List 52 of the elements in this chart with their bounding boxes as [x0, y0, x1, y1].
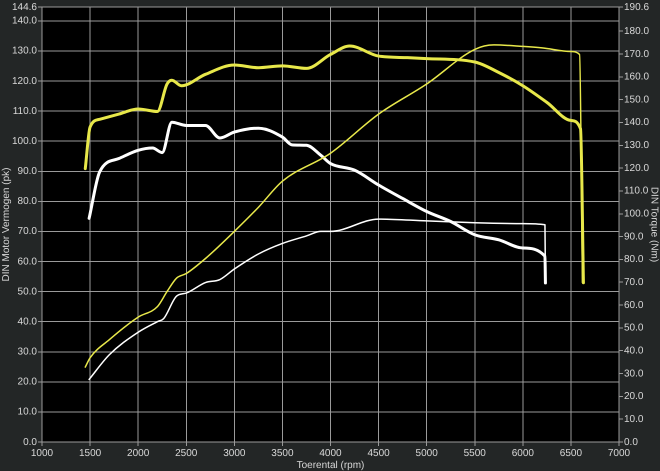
y-tick-label: 110.0 — [12, 106, 38, 117]
x-tick-label: 1000 — [30, 448, 54, 459]
x-tick-label: 4500 — [367, 448, 390, 459]
y-tick-label: 10.0 — [18, 406, 38, 418]
y-tick-label: 40.0 — [18, 316, 38, 328]
y2-tick-label: 30.0 — [624, 368, 644, 380]
y-tick-label: 30.0 — [18, 346, 38, 358]
x-tick-label: 6500 — [560, 448, 582, 459]
x-tick-label: 5500 — [464, 448, 486, 459]
y2-tick-label: 60.0 — [624, 300, 644, 311]
x-tick-label: 7000 — [608, 448, 631, 459]
y2-tick-label: 190.6 — [624, 2, 650, 13]
y2-tick-label: 130.0 — [624, 140, 650, 152]
y2-tick-label: 70.0 — [624, 276, 644, 288]
y-tick-label: 90.0 — [18, 166, 38, 178]
y-tick-label: 120.0 — [12, 76, 38, 87]
y2-tick-label: 100.0 — [624, 208, 650, 220]
y-tick-label: 70.0 — [18, 226, 38, 238]
y2-tick-label: 120.0 — [624, 162, 650, 174]
x-tick-label: 5000 — [416, 448, 438, 459]
y-tick-label: 140.0 — [12, 16, 38, 27]
x-tick-label: 6000 — [512, 448, 534, 459]
x-tick-label: 3000 — [223, 448, 246, 459]
y-tick-label: 20.0 — [18, 376, 38, 388]
x-tick-label: 4000 — [319, 448, 342, 459]
y2-axis-title: DIN Torque (Nm) — [648, 186, 660, 262]
y2-tick-label: 110.0 — [624, 186, 649, 197]
y2-tick-label: 50.0 — [624, 322, 644, 334]
y-tick-label: 130.0 — [12, 46, 38, 57]
y-tick-label: 80.0 — [18, 196, 38, 208]
y2-tick-label: 20.0 — [624, 391, 644, 402]
x-tick-label: 2000 — [127, 448, 150, 459]
y2-tick-label: 0.0 — [624, 436, 638, 448]
y2-tick-label: 80.0 — [624, 254, 644, 266]
y-tick-label: 100.0 — [12, 136, 38, 147]
y-tick-label: 60.0 — [18, 256, 38, 268]
x-axis-title: Toerental (rpm) — [296, 460, 364, 471]
y2-tick-label: 40.0 — [624, 345, 644, 356]
y2-tick-label: 150.0 — [624, 94, 650, 106]
y2-tick-label: 160.0 — [624, 72, 650, 83]
y-tick-label: 0.0 — [23, 436, 38, 448]
x-tick-label: 3500 — [271, 448, 294, 459]
y-axis-title: DIN Motor Vermogen (pk) — [0, 168, 12, 282]
y2-tick-label: 90.0 — [624, 231, 644, 242]
y-tick-label: 144.6 — [12, 2, 38, 13]
y2-tick-label: 170.0 — [624, 48, 650, 60]
x-tick-label: 1500 — [78, 448, 102, 459]
y2-tick-label: 10.0 — [624, 414, 644, 425]
y2-tick-label: 180.0 — [624, 26, 650, 37]
y-tick-label: 50.0 — [18, 286, 38, 298]
y2-tick-label: 140.0 — [624, 117, 650, 128]
x-tick-label: 2500 — [175, 448, 198, 459]
